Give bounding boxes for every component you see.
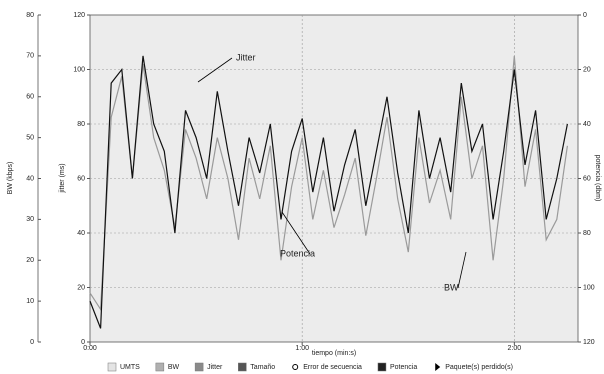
- y2-tick-label: 40: [583, 121, 591, 128]
- bw-axis-title: BW (kbps): [7, 162, 14, 195]
- y-tick-label: 20: [77, 284, 85, 291]
- annotation-arrow: [197, 57, 233, 83]
- legend-label: Potencia: [390, 364, 417, 371]
- y-tick-label: 80: [77, 121, 85, 128]
- series-line: [89, 55, 568, 329]
- legend-symbol: [155, 362, 165, 372]
- potencia-axis-title: potencia (dbm): [594, 155, 601, 202]
- annotation-arrow: [281, 211, 311, 255]
- legend-label: Jitter: [207, 364, 223, 371]
- y-tick-label: 120: [73, 12, 85, 19]
- legend-label: Tamaño: [250, 364, 275, 371]
- y2-tick-label: 60: [583, 175, 591, 182]
- bw-tick-label: 10: [26, 298, 34, 305]
- jitter-axis-title: jitter (ms): [59, 163, 66, 193]
- bw-tick-label: 80: [26, 12, 34, 19]
- legend-symbol: [107, 362, 117, 372]
- ann-potencia: Potencia: [280, 248, 315, 258]
- y-tick-label: 100: [73, 66, 85, 73]
- bw-tick-label: 40: [26, 175, 34, 182]
- x-tick-label: 1:00: [295, 345, 309, 352]
- annotation-arrow: [457, 251, 467, 289]
- y-tick-label: 40: [77, 230, 85, 237]
- legend-symbol: [435, 363, 441, 371]
- legend-label: Paquete(s) perdido(s): [445, 364, 513, 371]
- x-tick-label: 0:00: [83, 345, 97, 352]
- legend-label: Error de secuencia: [303, 364, 362, 371]
- legend-symbol: [292, 364, 299, 370]
- legend-symbol: [194, 362, 204, 372]
- legend-symbol: [377, 362, 387, 372]
- y2-tick-label: 100: [583, 284, 595, 291]
- bw-tick-label: 20: [26, 257, 34, 264]
- bw-tick-label: 60: [26, 94, 34, 101]
- series-line: [89, 55, 568, 312]
- x-tick-label: 2:00: [508, 345, 522, 352]
- y-tick-label: 0: [81, 339, 85, 346]
- y2-tick-label: 0: [583, 12, 587, 19]
- y2-tick-label: 80: [583, 230, 591, 237]
- bw-tick-label: 0: [30, 339, 34, 346]
- legend-label: BW: [168, 364, 180, 371]
- y2-tick-label: 120: [583, 339, 595, 346]
- ann-jitter: Jitter: [236, 52, 256, 62]
- legend-symbol: [238, 362, 247, 372]
- bw-tick-label: 50: [26, 134, 34, 141]
- y-tick-label: 60: [77, 175, 85, 182]
- bw-tick-label: 30: [26, 216, 34, 223]
- ann-bw: BW: [444, 282, 459, 292]
- y2-tick-label: 20: [583, 66, 591, 73]
- bw-tick-label: 70: [26, 53, 34, 60]
- legend-label: UMTS: [120, 364, 140, 371]
- x-axis-title: tiempo (min:s): [312, 350, 356, 357]
